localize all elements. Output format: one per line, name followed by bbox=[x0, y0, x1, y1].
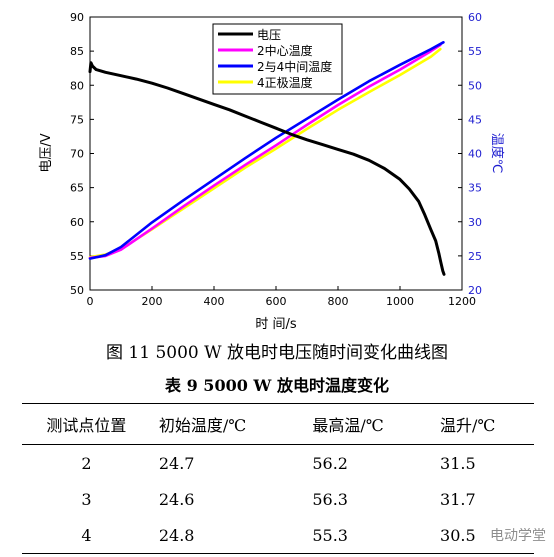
header-cell: 测试点位置 bbox=[46, 416, 127, 435]
left-y-axis-label: 电压/V bbox=[39, 133, 54, 172]
left-y-axis-ticks: 50 55 60 65 70 75 80 85 90 bbox=[70, 11, 94, 297]
left-y-tick-label: 50 bbox=[70, 284, 84, 297]
x-axis-ticks: 0 200 400 600 800 1000 1200 bbox=[87, 286, 476, 308]
table-cell: 3 bbox=[81, 489, 92, 509]
table-header-row: 测试点位置 初始温度/℃ 最高温/℃ 温升/℃ bbox=[22, 403, 534, 445]
legend-label: 电压 bbox=[257, 28, 281, 42]
table-cell: 55.3 bbox=[312, 525, 348, 545]
right-y-tick-label: 35 bbox=[468, 182, 482, 195]
table-cell: 24.6 bbox=[158, 489, 195, 509]
temperature-rise-table: 测试点位置 初始温度/℃ 最高温/℃ 温升/℃ 2 24.7 56.2 31.5… bbox=[22, 403, 534, 554]
right-y-axis-label: 温度℃ bbox=[489, 133, 505, 174]
voltage-temperature-chart: 0 200 400 600 800 1000 1200 50 55 60 65 70 75 80 85 90… bbox=[39, 11, 505, 332]
table-cell: 24.8 bbox=[158, 525, 195, 545]
table-row: 3 24.6 56.3 31.7 bbox=[22, 481, 534, 517]
right-y-tick-label: 30 bbox=[468, 216, 482, 229]
x-axis-label: 时 间/s bbox=[255, 317, 297, 332]
table-row: 2 24.7 56.2 31.5 bbox=[22, 445, 534, 482]
table-cell: 2 bbox=[81, 453, 92, 473]
table-title: 表 9 5000 W 放电时温度变化 bbox=[165, 376, 389, 395]
right-y-tick-label: 50 bbox=[468, 79, 482, 92]
header-cell: 初始温度/℃ bbox=[158, 416, 247, 435]
table-cell: 24.7 bbox=[158, 453, 195, 473]
x-tick-label: 1000 bbox=[386, 295, 414, 308]
table-cell: 31.7 bbox=[440, 489, 476, 509]
left-y-tick-label: 90 bbox=[70, 11, 84, 24]
left-y-tick-label: 60 bbox=[70, 216, 84, 229]
right-y-tick-label: 40 bbox=[468, 148, 482, 161]
right-y-tick-label: 45 bbox=[468, 113, 482, 126]
header-cell: 最高温/℃ bbox=[312, 416, 384, 435]
series-layer bbox=[88, 40, 446, 276]
left-y-tick-label: 80 bbox=[70, 79, 84, 92]
legend-label: 2与4中间温度 bbox=[257, 59, 332, 74]
table-cell: 56.3 bbox=[312, 489, 348, 509]
table-cell: 30.5 bbox=[440, 525, 476, 545]
table-row: 4 24.8 55.3 30.5 bbox=[22, 517, 534, 554]
left-y-tick-label: 85 bbox=[70, 45, 84, 58]
x-tick-label: 0 bbox=[87, 295, 94, 308]
left-y-tick-label: 65 bbox=[70, 182, 84, 195]
table-cell: 56.2 bbox=[312, 453, 348, 473]
table-cell: 4 bbox=[81, 525, 92, 545]
left-y-tick-label: 75 bbox=[70, 113, 84, 126]
right-y-tick-label: 60 bbox=[468, 11, 482, 24]
left-y-tick-label: 70 bbox=[70, 148, 84, 161]
left-y-tick-label: 55 bbox=[70, 250, 84, 263]
x-tick-label: 400 bbox=[204, 295, 225, 308]
right-y-tick-label: 55 bbox=[468, 45, 482, 58]
x-tick-label: 200 bbox=[142, 295, 163, 308]
x-tick-label: 1200 bbox=[448, 295, 476, 308]
right-y-tick-label: 20 bbox=[468, 284, 482, 297]
right-y-tick-label: 25 bbox=[468, 250, 482, 263]
figure-caption: 图 11 5000 W 放电时电压随时间变化曲线图 bbox=[106, 343, 448, 363]
x-tick-label: 800 bbox=[328, 295, 349, 308]
x-tick-label: 600 bbox=[266, 295, 287, 308]
table-cell: 31.5 bbox=[440, 453, 476, 473]
series-line-1 bbox=[88, 61, 446, 276]
right-y-axis-ticks: 20 25 30 35 40 45 50 55 60 bbox=[458, 11, 482, 297]
legend-label: 2中心温度 bbox=[257, 43, 313, 58]
header-cell: 温升/℃ bbox=[440, 416, 496, 435]
series-line-2 bbox=[88, 43, 442, 260]
series-line-3 bbox=[88, 40, 445, 260]
legend-label: 4正极温度 bbox=[257, 75, 313, 90]
watermark-text: 电动学堂 bbox=[490, 528, 546, 544]
